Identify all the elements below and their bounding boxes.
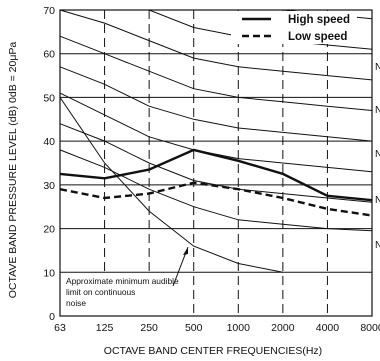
audible-limit-annotation: Approximate minimum audible limit on con… [63,246,189,315]
nc-curve-line [59,66,373,142]
plot-area-border [59,9,373,317]
x-tick-label: 1000 [227,322,251,334]
x-tick-label: 8000 [360,322,380,334]
y-tick-label: 70 [43,5,55,17]
nc-curve-label: N [375,195,380,206]
legend: High speed Low speed [231,11,357,44]
y-tick-label: 40 [43,136,55,148]
x-axis-label: OCTAVE BAND CENTER FREQUENCIES(Hz) [104,345,322,357]
x-tick-label: 125 [96,322,114,334]
audible-limit-curve [59,97,283,273]
series-line-high-speed [59,148,373,202]
frequency-dashed-lines [104,10,328,316]
x-tick-label: 2000 [271,322,295,334]
nc-curve-label: N [375,240,380,251]
y-axis-label: OCTAVE BAND PRESSURE LEVEL (dB) 0dB = 20… [7,42,19,299]
nc-curve-line [59,35,373,111]
nc-curve-label: N [375,149,380,160]
y-tick-label: 30 [43,180,55,192]
y-tick-label: 10 [43,267,55,279]
x-tick-labels: 63 125 250 500 1000 2000 4000 8000 [54,322,380,334]
nc-curve-line [59,9,373,81]
nc-curve-labels: N N N N N [375,62,380,251]
x-tick-label: 63 [54,322,66,334]
y-tick-label: 50 [43,92,55,104]
nc-curve-label: N [375,105,380,116]
annotation-text: Approximate minimum audible limit on con… [66,276,181,308]
y-tick-label: 20 [43,224,55,236]
x-tick-label: 4000 [316,322,340,334]
legend-label-low-speed: Low speed [288,31,347,43]
y-tick-labels: 0 10 20 30 40 50 60 70 [43,5,55,323]
chart-grid [60,53,372,273]
legend-label-high-speed: High speed [288,14,350,26]
nc-curve-line [59,123,373,203]
plot-frame [59,9,373,317]
x-tick-label: 500 [185,322,203,334]
nc-curve-line [59,92,373,173]
nc-curve-line [59,149,373,232]
nc-curve-label: N [375,62,380,73]
series-line-low-speed [59,181,373,217]
y-tick-label: 60 [43,49,55,61]
annotation-arrowhead [183,247,188,255]
y-tick-label: 0 [49,311,55,323]
x-tick-label: 250 [140,322,158,334]
